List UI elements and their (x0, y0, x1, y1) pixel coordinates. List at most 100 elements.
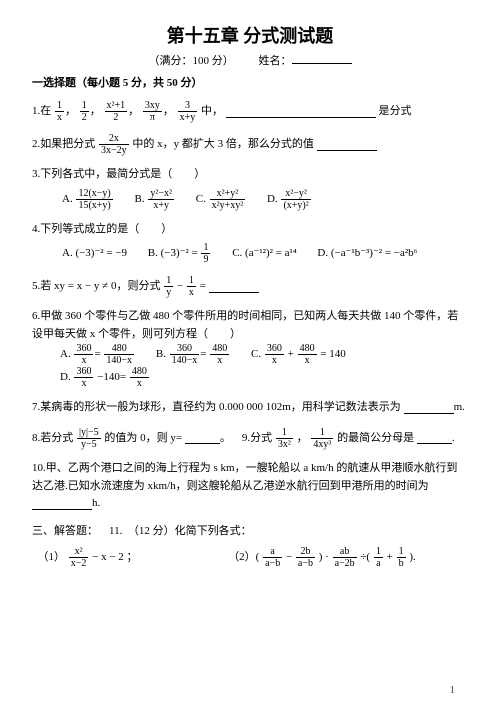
q5-blank (209, 281, 259, 293)
q6-line2: 设甲每天做 x 个零件，则可列方程（ ） (32, 328, 241, 340)
q11-p2-f1: aa−b (263, 546, 282, 569)
q5-num: 5. (32, 280, 40, 292)
q6-C-plus: + (288, 348, 294, 360)
q11-p1-pre: （1） (38, 551, 66, 563)
q3-options: A. 12(x−y)15(x+y) B. y²−x²x+y C. x²+y²x²… (62, 188, 468, 211)
question-4: 4.下列等式成立的是（ ） A. (−3)⁻² = −9 B. (−3)⁻² =… (32, 221, 468, 266)
q11-p2-f3: aba−2b (333, 546, 357, 569)
q6-A2: 480140−x (104, 343, 134, 366)
q6-D-pre: D. (60, 371, 71, 383)
q2-mid: 中的 x，y 都扩大 3 倍，那么分式的值 (132, 138, 314, 150)
q3-num: 3. (32, 168, 40, 180)
q6-A1: 360x (74, 343, 93, 366)
q1-frac5: 3x+y (178, 100, 198, 123)
q6-C-pre: C. (251, 348, 261, 360)
q9-prefix: 分式 (250, 432, 272, 444)
q5-eq: = (200, 280, 206, 292)
q11-row: （1） x²x−2 − x − 2 ； （2）( aa−b − 2ba−b ) … (32, 546, 468, 569)
q11-num: 11. (109, 525, 122, 537)
q11-p1-tail: − x − 2 ； (92, 551, 137, 563)
q1-num: 1. (32, 105, 40, 117)
q2-blank (317, 139, 377, 151)
q9-tail: 的最简公分母是 (337, 432, 414, 444)
q6-options: A. 360x= 480140−x B. 360140−x= 480x C. 3… (60, 343, 468, 389)
q3-B-frac: y²−x²x+y (148, 188, 174, 211)
q6-B2: 480x (210, 343, 229, 366)
marks-line: （满分：100 分） 姓名： (32, 52, 468, 68)
q6-C2: 480x (298, 343, 317, 366)
name-blank (292, 52, 352, 64)
q10-line1: 甲、乙两个港口之间的海上行程为 s km，一艘轮船以 a km/h 的航速从甲港… (46, 462, 458, 474)
q11-p2-f4: 1a (374, 546, 383, 569)
q5-minus: − (177, 280, 183, 292)
q5-frac1: 1y (164, 275, 173, 298)
question-6: 6.甲做 360 个零件与乙做 480 个零件所用的时间相同，已知两人每天共做 … (32, 308, 468, 389)
q5-frac2: 1x (187, 275, 196, 298)
q10-tail: h. (92, 497, 100, 509)
q3-A-frac: 12(x−y)15(x+y) (76, 188, 112, 211)
q6-D-mid: −140= (97, 371, 126, 383)
full-marks: （满分：100 分） (149, 55, 234, 67)
q10-line2: 达乙港.已知水流速度为 xkm/h，则这艘轮船从乙港逆水航行回到甲港所用的时间为 (32, 480, 429, 492)
question-5: 5.若 xy = x − y ≠ 0，则分式 1y − 1x = (32, 275, 468, 298)
q6-C-r: = 140 (320, 348, 345, 360)
section3-header: 三、解答题： (32, 525, 98, 537)
q10-num: 10. (32, 462, 46, 474)
q2-frac: 2x3x−2y (99, 133, 129, 156)
q7-num: 7. (32, 401, 40, 413)
q8-prefix: 若分式 (40, 432, 73, 444)
q9-num: 9. (242, 432, 250, 444)
q3-optC: C. x²+y²x²y+xy² (196, 188, 246, 211)
q4-options: A. (−3)⁻² = −9 B. (−3)⁻² = 19 C. (a⁻¹²)²… (62, 242, 468, 265)
q6-optD: D. 360x −140= 480x (60, 366, 150, 389)
q6-optB: B. 360140−x= 480x (156, 343, 230, 366)
q4-optC: C. (a⁻¹²)² = a¹⁴ (232, 245, 296, 263)
q3-optA: A. 12(x−y)15(x+y) (62, 188, 114, 211)
q8-num: 8. (32, 432, 40, 444)
q8-mid: 的值为 0，则 y= (104, 432, 182, 444)
q1-blank (226, 106, 376, 118)
q11-p2-f5: 1b (397, 546, 406, 569)
q6-optC: C. 360x + 480x = 140 (251, 343, 346, 366)
question-2: 2.如果把分式 2x3x−2y 中的 x，y 都扩大 3 倍，那么分式的值 (32, 133, 468, 156)
q4-text: 下列等式成立的是（ ） (40, 223, 172, 235)
q9-comma: ， (297, 432, 308, 444)
q6-C1: 360x (265, 343, 284, 366)
q2-prefix: 如果把分式 (40, 138, 95, 150)
q5-prefix: 若 xy = x − y ≠ 0，则分式 (40, 280, 160, 292)
q4-B-frac: 19 (201, 242, 210, 265)
page-number: 1 (450, 684, 456, 696)
q11-p2-m3: ÷( (360, 551, 370, 563)
q1-frac2: 12 (80, 100, 89, 123)
q3-optB: B. y²−x²x+y (135, 188, 175, 211)
q11-text: （12 分）化简下列各式： (128, 525, 252, 537)
q1-tail: 是分式 (379, 105, 412, 117)
q8-dot: 。 (220, 432, 231, 444)
q11-part2: （2）( aa−b − 2ba−b ) · aba−2b ÷( 1a + 1b … (228, 546, 468, 569)
q4-B-pre: B. (−3)⁻² = (148, 247, 198, 259)
q1-frac1: 1x (55, 100, 64, 123)
q11-part1: （1） x²x−2 − x − 2 ； (32, 546, 228, 569)
q9-frac1: 13x² (276, 427, 293, 450)
q4-optB: B. (−3)⁻² = 19 (148, 242, 212, 265)
q1-mid: 中， (201, 105, 223, 117)
q7-text: 某病毒的形状一般为球形，直径约为 0.000 000 102m，用科学记数法表示… (40, 401, 401, 413)
question-3: 3.下列各式中，最简分式是（ ） A. 12(x−y)15(x+y) B. y²… (32, 166, 468, 211)
section3-line: 三、解答题： 11. （12 分）化简下列各式： (32, 523, 468, 541)
question-10: 10.甲、乙两个港口之间的海上行程为 s km，一艘轮船以 a km/h 的航速… (32, 460, 468, 513)
question-7: 7.某病毒的形状一般为球形，直径约为 0.000 000 102m，用科学记数法… (32, 399, 468, 417)
q6-D2: 480x (130, 366, 149, 389)
q6-B1: 360140−x (170, 343, 200, 366)
q4-optA: A. (−3)⁻² = −9 (62, 245, 127, 263)
q10-blank (32, 498, 92, 510)
q11-p2-f2: 2ba−b (296, 546, 315, 569)
q11-p1-frac: x²x−2 (69, 546, 89, 569)
q6-B-pre: B. (156, 348, 166, 360)
q6-optA: A. 360x= 480140−x (60, 343, 135, 366)
q8-frac: |y|−5y−5 (77, 427, 101, 450)
q11-p2-plus: + (387, 551, 393, 563)
q4-num: 4. (32, 223, 40, 235)
page-container: 第十五章 分式测试题 （满分：100 分） 姓名： 一选择题（每小题 5 分，共… (0, 0, 500, 569)
q11-p2-tail: ). (409, 551, 415, 563)
q6-D1: 360x (74, 366, 93, 389)
